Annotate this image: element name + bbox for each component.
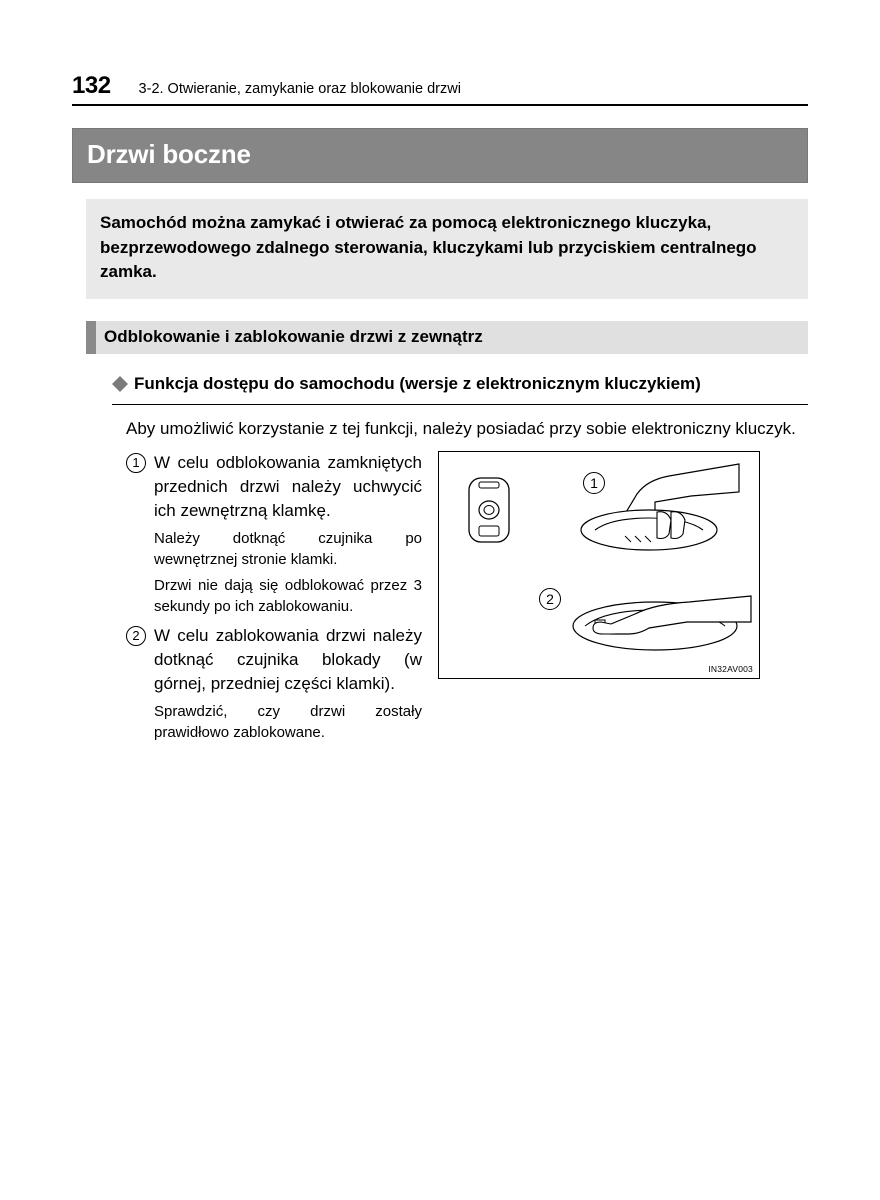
step-1-sub2: Drzwi nie dają się odblokować przez 3 se… — [154, 576, 422, 617]
body-intro-text: Aby umożliwić korzystanie z tej funkcji,… — [126, 417, 808, 441]
title-bar: Drzwi boczne — [72, 128, 808, 183]
step-1-sub1: Należy dotknąć czujnika po wewnętrznej s… — [154, 529, 422, 570]
intro-box: Samochód można zamykać i otwierać za pom… — [86, 199, 808, 299]
figure-callout-2: 2 — [539, 588, 561, 610]
header-rule — [72, 104, 808, 106]
intro-text: Samochód można zamykać i otwierać za pom… — [100, 211, 794, 285]
sub-heading-text: Odblokowanie i zablokowanie drzwi z zewn… — [104, 327, 798, 347]
step-number-1: 1 — [126, 453, 146, 473]
page-number: 132 — [72, 72, 111, 100]
step-2-sub1: Sprawdzić, czy drzwi zostały prawidłowo … — [154, 702, 422, 743]
title-bar-text: Drzwi boczne — [87, 139, 793, 170]
sub-heading-stripe — [86, 321, 96, 354]
figure-caption: IN32AV003 — [708, 664, 753, 674]
diamond-heading-text: Funkcja dostępu do samochodu (wersje z e… — [134, 372, 701, 396]
step-1-main: W celu odblokowania zamkniętych przednic… — [154, 451, 422, 523]
figure-callout-1: 1 — [583, 472, 605, 494]
step-1: 1 W celu odblokowania zamkniętych przedn… — [126, 451, 422, 523]
step-number-2: 2 — [126, 626, 146, 646]
sub-heading-bar: Odblokowanie i zablokowanie drzwi z zewn… — [86, 321, 808, 354]
step-2: 2 W celu zablokowania drzwi należy dotkn… — [126, 624, 422, 696]
step-2-main: W celu zablokowania drzwi należy dotknąć… — [154, 624, 422, 696]
figure-box: 1 2 IN32AV003 — [438, 451, 760, 679]
page-header: 132 3-2. Otwieranie, zamykanie oraz blok… — [72, 72, 808, 100]
diamond-heading: Funkcja dostępu do samochodu (wersje z e… — [112, 372, 808, 396]
thin-rule — [112, 404, 808, 405]
diamond-icon — [112, 376, 128, 392]
section-breadcrumb: 3-2. Otwieranie, zamykanie oraz blokowan… — [139, 81, 461, 97]
steps-column: 1 W celu odblokowania zamkniętych przedn… — [126, 451, 438, 750]
